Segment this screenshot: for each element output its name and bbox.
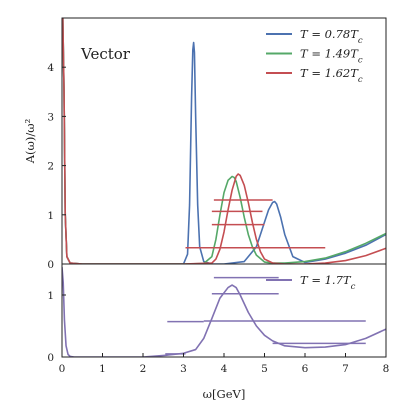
legend-label-top-0: T = 0.78Tc (300, 27, 363, 46)
bottom-panel: 0 1 0 1 2 3 4 5 6 7 8 T = 1.7Tc (47, 263, 390, 375)
x-axis-label: ω[GeV] (203, 387, 246, 401)
ytick-label-top-1: 1 (47, 210, 54, 222)
xtick-label-5: 5 (261, 363, 268, 375)
y-axis-label: A(ω)/ω² (23, 119, 37, 165)
series-line-top-0 (62, 18, 386, 264)
axis-labels: A(ω)/ω² ω[GeV] (23, 119, 245, 401)
ytick-label-top-3: 3 (47, 111, 54, 123)
ytick-label-top-4: 4 (47, 62, 54, 74)
xtick-label-4: 4 (221, 363, 228, 375)
xtick-label-7: 7 (342, 363, 349, 375)
legend-label-top-1: T = 1.49Tc (300, 47, 363, 66)
ytick-label-bottom-1: 1 (47, 290, 54, 302)
ytick-label-top-2: 2 (47, 161, 54, 173)
ytick-label-top-0: 0 (47, 259, 54, 271)
legend-label-bottom-0: T = 1.7Tc (300, 273, 356, 292)
xtick-label-2: 2 (140, 363, 147, 375)
legend-label-top-2: T = 1.62Tc (300, 66, 363, 85)
series-line-bottom-0 (62, 267, 386, 357)
xtick-label-3: 3 (180, 363, 187, 375)
curves-bottom (62, 267, 386, 357)
panel-annotation: Vector (80, 45, 131, 63)
xtick-label-0: 0 (59, 363, 66, 375)
xtick-label-1: 1 (99, 363, 106, 375)
xtick-label-8: 8 (383, 363, 390, 375)
xtick-label-6: 6 (302, 363, 309, 375)
ytick-label-bottom-0: 0 (47, 352, 54, 364)
